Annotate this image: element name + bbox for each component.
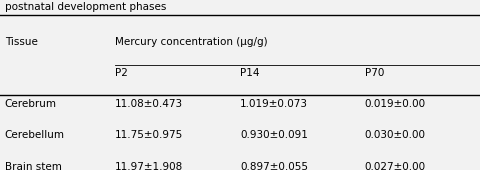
Text: 0.930±0.091: 0.930±0.091: [240, 130, 308, 140]
Text: P2: P2: [115, 68, 128, 78]
Text: 11.97±1.908: 11.97±1.908: [115, 162, 183, 170]
Text: 11.08±0.473: 11.08±0.473: [115, 99, 183, 109]
Text: Cerebellum: Cerebellum: [5, 130, 65, 140]
Text: Brain stem: Brain stem: [5, 162, 61, 170]
Text: postnatal development phases: postnatal development phases: [5, 2, 166, 12]
Text: 1.019±0.073: 1.019±0.073: [240, 99, 308, 109]
Text: 0.030±0.00: 0.030±0.00: [365, 130, 426, 140]
Text: Tissue: Tissue: [5, 37, 37, 47]
Text: Mercury concentration (μg/g): Mercury concentration (μg/g): [115, 37, 268, 47]
Text: 0.897±0.055: 0.897±0.055: [240, 162, 308, 170]
Text: 0.027±0.00: 0.027±0.00: [365, 162, 426, 170]
Text: 11.75±0.975: 11.75±0.975: [115, 130, 183, 140]
Text: Cerebrum: Cerebrum: [5, 99, 57, 109]
Text: P14: P14: [240, 68, 260, 78]
Text: P70: P70: [365, 68, 384, 78]
Text: 0.019±0.00: 0.019±0.00: [365, 99, 426, 109]
